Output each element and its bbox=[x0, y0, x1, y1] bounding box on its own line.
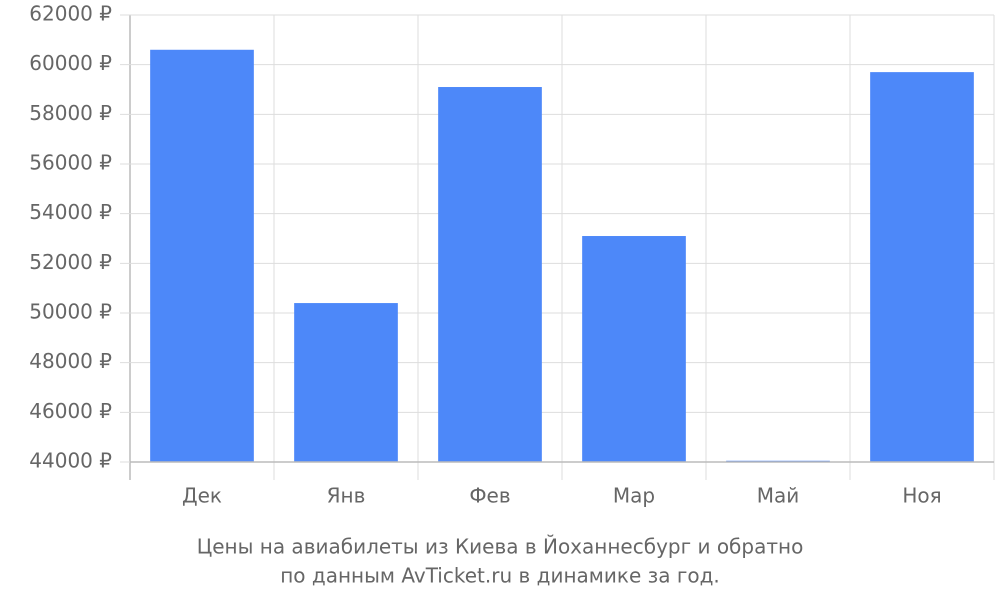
bar bbox=[438, 87, 542, 463]
bar bbox=[150, 49, 254, 463]
bar bbox=[294, 303, 398, 462]
y-tick-label: 48000 ₽ bbox=[29, 349, 112, 373]
y-tick-label: 52000 ₽ bbox=[29, 250, 112, 274]
x-tick-label: Фев bbox=[469, 484, 510, 508]
chart-title: Цены на авиабилеты из Киева в Йоханнесбу… bbox=[197, 535, 804, 559]
y-tick-label: 56000 ₽ bbox=[29, 151, 112, 175]
bar bbox=[870, 72, 974, 462]
x-tick-label: Янв bbox=[327, 484, 366, 508]
y-tick-label: 58000 ₽ bbox=[29, 101, 112, 125]
y-tick-label: 62000 ₽ bbox=[29, 2, 112, 26]
y-tick-label: 60000 ₽ bbox=[29, 51, 112, 75]
x-tick-label: Ноя bbox=[902, 484, 941, 508]
y-tick-label: 46000 ₽ bbox=[29, 399, 112, 423]
bar bbox=[582, 236, 686, 462]
x-tick-label: Дек bbox=[182, 484, 222, 508]
y-tick-label: 44000 ₽ bbox=[29, 449, 112, 473]
x-tick-label: Май bbox=[757, 484, 800, 508]
y-tick-label: 50000 ₽ bbox=[29, 300, 112, 324]
x-tick-label: Мар bbox=[613, 484, 655, 508]
chart-title: по данным AvTicket.ru в динамике за год. bbox=[280, 564, 720, 588]
y-tick-label: 54000 ₽ bbox=[29, 200, 112, 224]
